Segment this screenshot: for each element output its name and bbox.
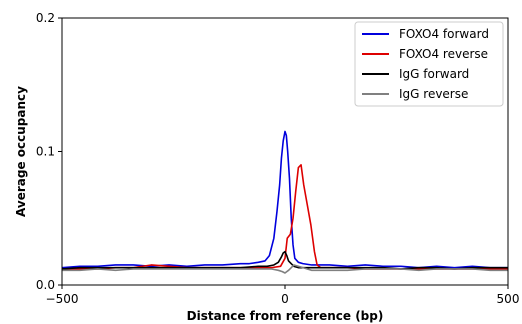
x-tick-label: 500 [497,292,520,306]
legend-label: FOXO4 forward [399,27,489,41]
series-line-1 [61,130,508,269]
series-line-4 [62,264,508,274]
y-tick-label: 0.1 [36,145,55,159]
x-axis-title: Distance from reference (bp) [187,309,384,323]
y-axis-title: Average occupancy [14,86,28,217]
ticks-layer: −500 0 500 0.0 0.1 0.2 [36,11,520,306]
legend: FOXO4 forward FOXO4 reverse IgG forward IgG… [354,21,504,107]
legend-label: IgG forward [399,67,469,81]
legend-label: FOXO4 reverse [399,47,488,61]
y-tick-label: 0.2 [36,11,55,25]
x-tick-label: −500 [46,292,79,306]
legend-label: IgG reverse [399,87,468,101]
x-tick-label: 0 [281,292,289,306]
y-tick-label: 0.0 [36,278,55,292]
series-layer [61,130,508,274]
legend-box [354,21,504,107]
